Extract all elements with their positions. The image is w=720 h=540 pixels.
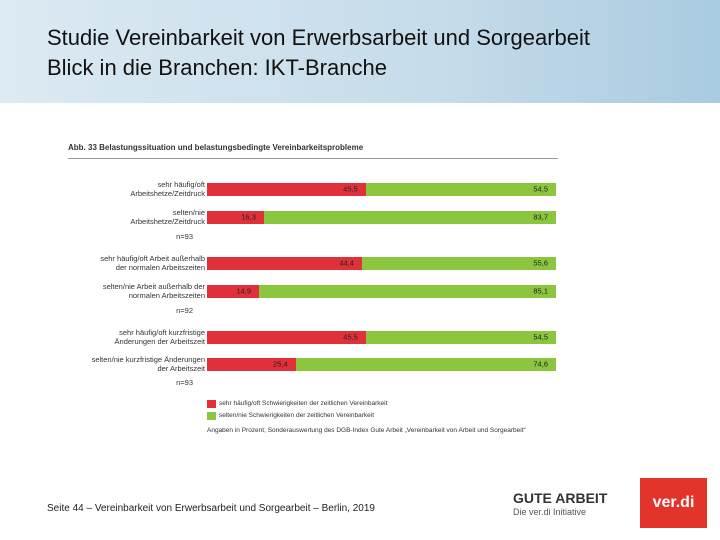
value-label: 25,4	[273, 359, 288, 369]
value-label: 83,7	[533, 212, 548, 222]
chart-title: Abb. 33 Belastungssituation und belastun…	[68, 143, 364, 152]
bar-segment	[207, 182, 366, 196]
value-label: 74,6	[533, 359, 548, 369]
legend-swatch	[207, 412, 216, 420]
rule	[68, 158, 558, 159]
sample-size: n=93	[176, 232, 193, 241]
bar-segment	[207, 284, 259, 298]
bar-segment	[259, 284, 556, 298]
subtitle: Blick in die Branchen: IKT-Branche	[47, 55, 387, 80]
category-label: sehr häufig/oft kurzfristige Änderungen …	[114, 328, 205, 346]
bar-segment	[295, 357, 556, 371]
legend-label: selten/nie Schwierigkeiten der zeitliche…	[219, 412, 375, 419]
footer-text: Seite 44 – Vereinbarkeit von Erwerbsarbe…	[47, 503, 375, 514]
value-label: 45,5	[343, 184, 358, 194]
legend-swatch	[207, 400, 216, 408]
value-label: 85,1	[533, 286, 548, 296]
category-label: sehr häufig/oft Arbeitshetze/Zeitdruck	[130, 180, 205, 198]
bar-segment	[207, 330, 366, 344]
bar-segment	[365, 182, 556, 196]
value-label: 55,6	[533, 258, 548, 268]
bar-segment	[263, 210, 556, 224]
category-label: sehr häufig/oft Arbeit außerhalb der nor…	[100, 254, 205, 272]
title: Studie Vereinbarkeit von Erwerbsarbeit u…	[47, 25, 590, 50]
category-label: selten/nie Arbeit außerhalb der normalen…	[102, 282, 205, 300]
bar-segment	[207, 357, 296, 371]
bar-segment	[207, 256, 362, 270]
category-label: selten/nie Arbeitshetze/Zeitdruck	[130, 208, 205, 226]
value-label: 44,4	[339, 258, 354, 268]
chart: Abb. 33 Belastungssituation und belastun…	[68, 143, 558, 434]
bar-segment	[207, 210, 264, 224]
bar-segment	[365, 330, 556, 344]
value-label: 14,9	[236, 286, 251, 296]
sample-size: n=92	[176, 306, 193, 315]
sample-size: n=93	[176, 378, 193, 387]
value-label: 54,5	[533, 332, 548, 342]
note: Angaben in Prozent; Sonderauswertung des…	[207, 427, 526, 434]
logo-main: GUTE ARBEIT	[513, 490, 608, 506]
value-label: 45,5	[343, 332, 358, 342]
value-label: 54,5	[533, 184, 548, 194]
value-label: 16,3	[241, 212, 256, 222]
bar-segment	[361, 256, 556, 270]
logo-sub: Die ver.di Initiative	[513, 507, 587, 517]
category-label: selten/nie kurzfristige Änderungen der A…	[91, 355, 205, 373]
header-band: Studie Vereinbarkeit von Erwerbsarbeit u…	[0, 0, 720, 103]
logo-verdi: ver.di	[640, 478, 707, 528]
legend-label: sehr häufig/oft Schwierigkeiten der zeit…	[219, 400, 388, 407]
